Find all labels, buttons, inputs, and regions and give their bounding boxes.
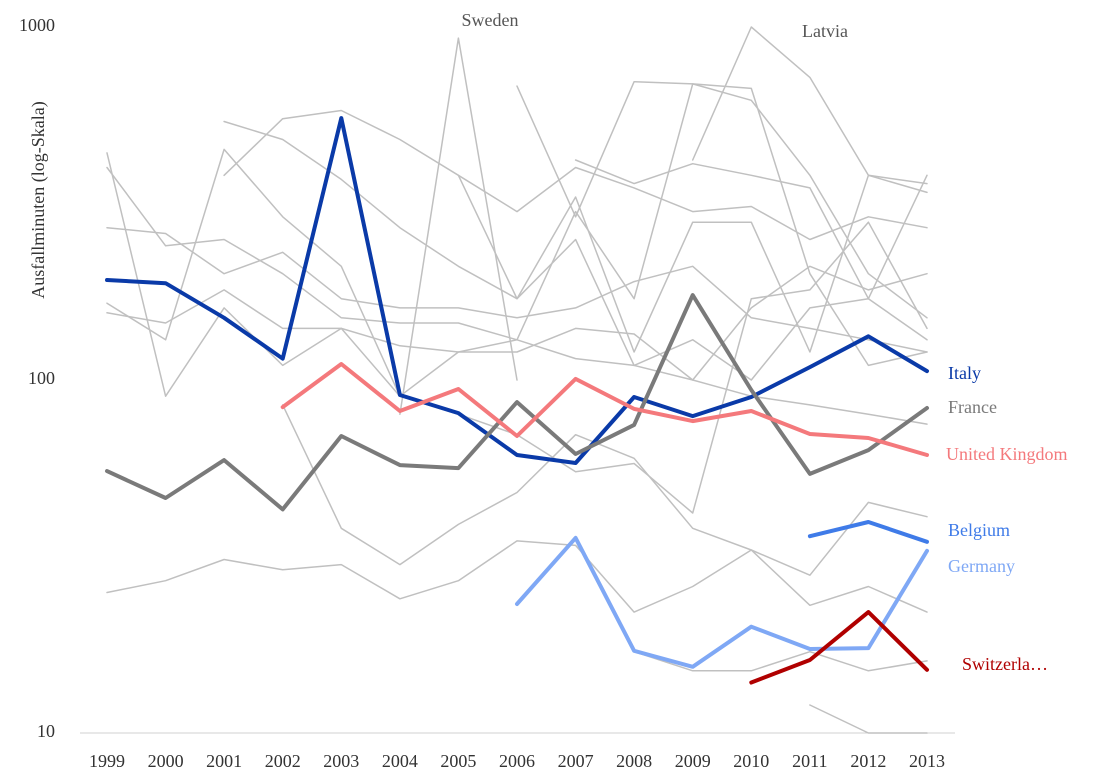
series-line: [223, 120, 928, 381]
x-tick-label: 2000: [148, 751, 184, 771]
series-line: [280, 362, 929, 457]
series-label: Sweden: [462, 10, 519, 30]
series-line: [106, 166, 928, 425]
series-label: Germany: [948, 556, 1015, 576]
series-line: [106, 265, 928, 381]
series-line: [106, 501, 928, 613]
series-line: [515, 535, 929, 669]
series-label: France: [948, 397, 997, 417]
series-line: [105, 116, 929, 465]
y-tick-label: 100: [28, 368, 55, 388]
series-label: Switzerla…: [962, 654, 1048, 674]
x-tick-label: 2007: [558, 751, 594, 771]
series-label: Italy: [948, 363, 981, 383]
x-tick-label: 2003: [323, 751, 359, 771]
y-axis-label: Ausfallminuten (log-Skala): [28, 101, 49, 298]
series-line: [633, 650, 928, 672]
series-line: [106, 83, 928, 397]
y-tick-label: 10: [37, 721, 55, 741]
series-label: Belgium: [948, 520, 1010, 540]
x-tick-label: 2006: [499, 751, 535, 771]
x-tick-label: 2001: [206, 751, 242, 771]
series-label: Latvia: [802, 21, 848, 41]
x-tick-label: 1999: [89, 751, 125, 771]
x-tick-label: 2002: [265, 751, 301, 771]
series-line: [399, 37, 518, 415]
series-line: [807, 520, 929, 544]
series-line: [106, 226, 928, 353]
series-line: [749, 610, 929, 685]
series-line: [223, 109, 928, 241]
series-line: [516, 80, 928, 319]
series-label: United Kingdom: [946, 444, 1068, 464]
series-line: [106, 152, 928, 514]
x-tick-label: 2013: [909, 751, 945, 771]
series-line: [691, 26, 928, 185]
y-tick-label: 1000: [19, 15, 55, 35]
x-tick-label: 2004: [382, 751, 418, 771]
series-line: [105, 293, 929, 512]
series-line: [281, 404, 928, 613]
series-line: [574, 159, 928, 300]
x-tick-label: 2011: [792, 751, 827, 771]
x-tick-label: 2005: [440, 751, 476, 771]
series-line: [457, 174, 928, 353]
x-tick-label: 2012: [850, 751, 886, 771]
series-line: [809, 704, 928, 734]
x-tick-label: 2008: [616, 751, 652, 771]
x-tick-label: 2010: [733, 751, 769, 771]
x-tick-label: 2009: [675, 751, 711, 771]
